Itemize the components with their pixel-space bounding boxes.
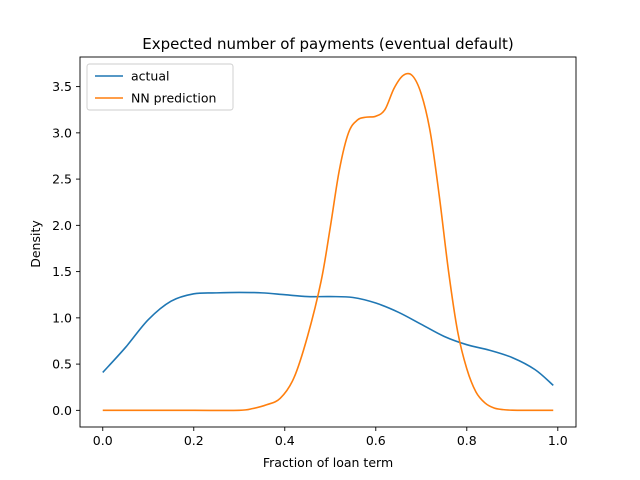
- legend-box: [86, 63, 234, 111]
- x-tick-label: 0.8: [457, 433, 477, 448]
- x-tick-label: 1.0: [548, 433, 568, 448]
- x-tick-label: 0.4: [275, 433, 295, 448]
- series-line-actual: [102, 291, 554, 386]
- y-tick-label: 0.0: [52, 403, 72, 418]
- y-tick-label: 1.0: [52, 310, 72, 325]
- y-tick-label: 2.5: [52, 172, 72, 187]
- y-tick-label: 3.0: [52, 125, 72, 140]
- legend-label-actual: actual: [131, 69, 170, 84]
- x-tick-label: 0.6: [366, 433, 386, 448]
- x-tick-label: 0.2: [184, 433, 204, 448]
- x-tick-label: 0.0: [93, 433, 113, 448]
- legend-label-nn-prediction: NN prediction: [131, 91, 216, 106]
- x-axis-label: Fraction of loan term: [263, 455, 393, 470]
- y-tick-label: 1.5: [52, 264, 72, 279]
- y-tick-label: 3.5: [52, 79, 72, 94]
- axes-frame: [79, 56, 577, 428]
- series-line-nn-prediction: [102, 72, 554, 412]
- y-axis-label: Density: [28, 220, 43, 268]
- plot-area: 0.0 0.2 0.4 0.6 0.8 1.0 0.0 0.5 1.0 1.5 2.0 2.5 3.0 3…: [52, 56, 577, 448]
- legend: actual NN prediction: [86, 63, 234, 111]
- y-tick-label: 2.0: [52, 218, 72, 233]
- y-tick-label: 0.5: [52, 357, 72, 372]
- chart-title: Expected number of payments (eventual de…: [142, 35, 514, 53]
